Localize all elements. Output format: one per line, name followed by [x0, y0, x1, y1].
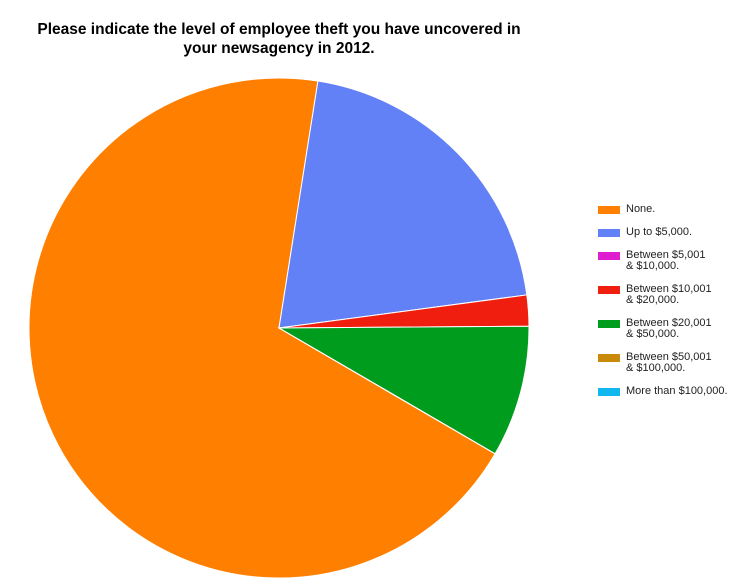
legend-label: Up to $5,000. [626, 226, 693, 238]
chart-title: Please indicate the level of employee th… [37, 21, 521, 57]
legend: None. Up to $5,000. Between $5,001 & $10,0… [598, 204, 728, 409]
legend-swatch [598, 354, 620, 362]
legend-swatch [598, 320, 620, 328]
legend-swatch [598, 206, 620, 214]
legend-swatch [598, 286, 620, 294]
legend-label: More than $100,000. [626, 385, 728, 397]
legend-label: Between $10,001 & $20,000. [626, 283, 712, 306]
legend-swatch [598, 229, 620, 237]
pie-slice [278, 80, 528, 329]
legend-item: Between $50,001 & $100,000. [598, 352, 728, 374]
legend-item: Up to $5,000. [598, 227, 728, 238]
legend-item: Between $20,001 & $50,000. [598, 318, 728, 340]
pie-slice [28, 77, 496, 579]
pie-slice [277, 325, 530, 455]
pie-area [28, 77, 530, 579]
legend-item: More than $100,000. [598, 386, 728, 397]
legend-swatch [598, 388, 620, 396]
legend-label: Between $50,001 & $100,000. [626, 351, 712, 374]
legend-label: Between $5,001 & $10,000. [626, 249, 706, 272]
legend-item: Between $5,001 & $10,000. [598, 250, 728, 272]
legend-item: Between $10,001 & $20,000. [598, 284, 728, 306]
legend-item: None. [598, 204, 728, 215]
legend-swatch [598, 252, 620, 260]
legend-label: Between $20,001 & $50,000. [626, 317, 712, 340]
legend-label: None. [626, 203, 656, 215]
